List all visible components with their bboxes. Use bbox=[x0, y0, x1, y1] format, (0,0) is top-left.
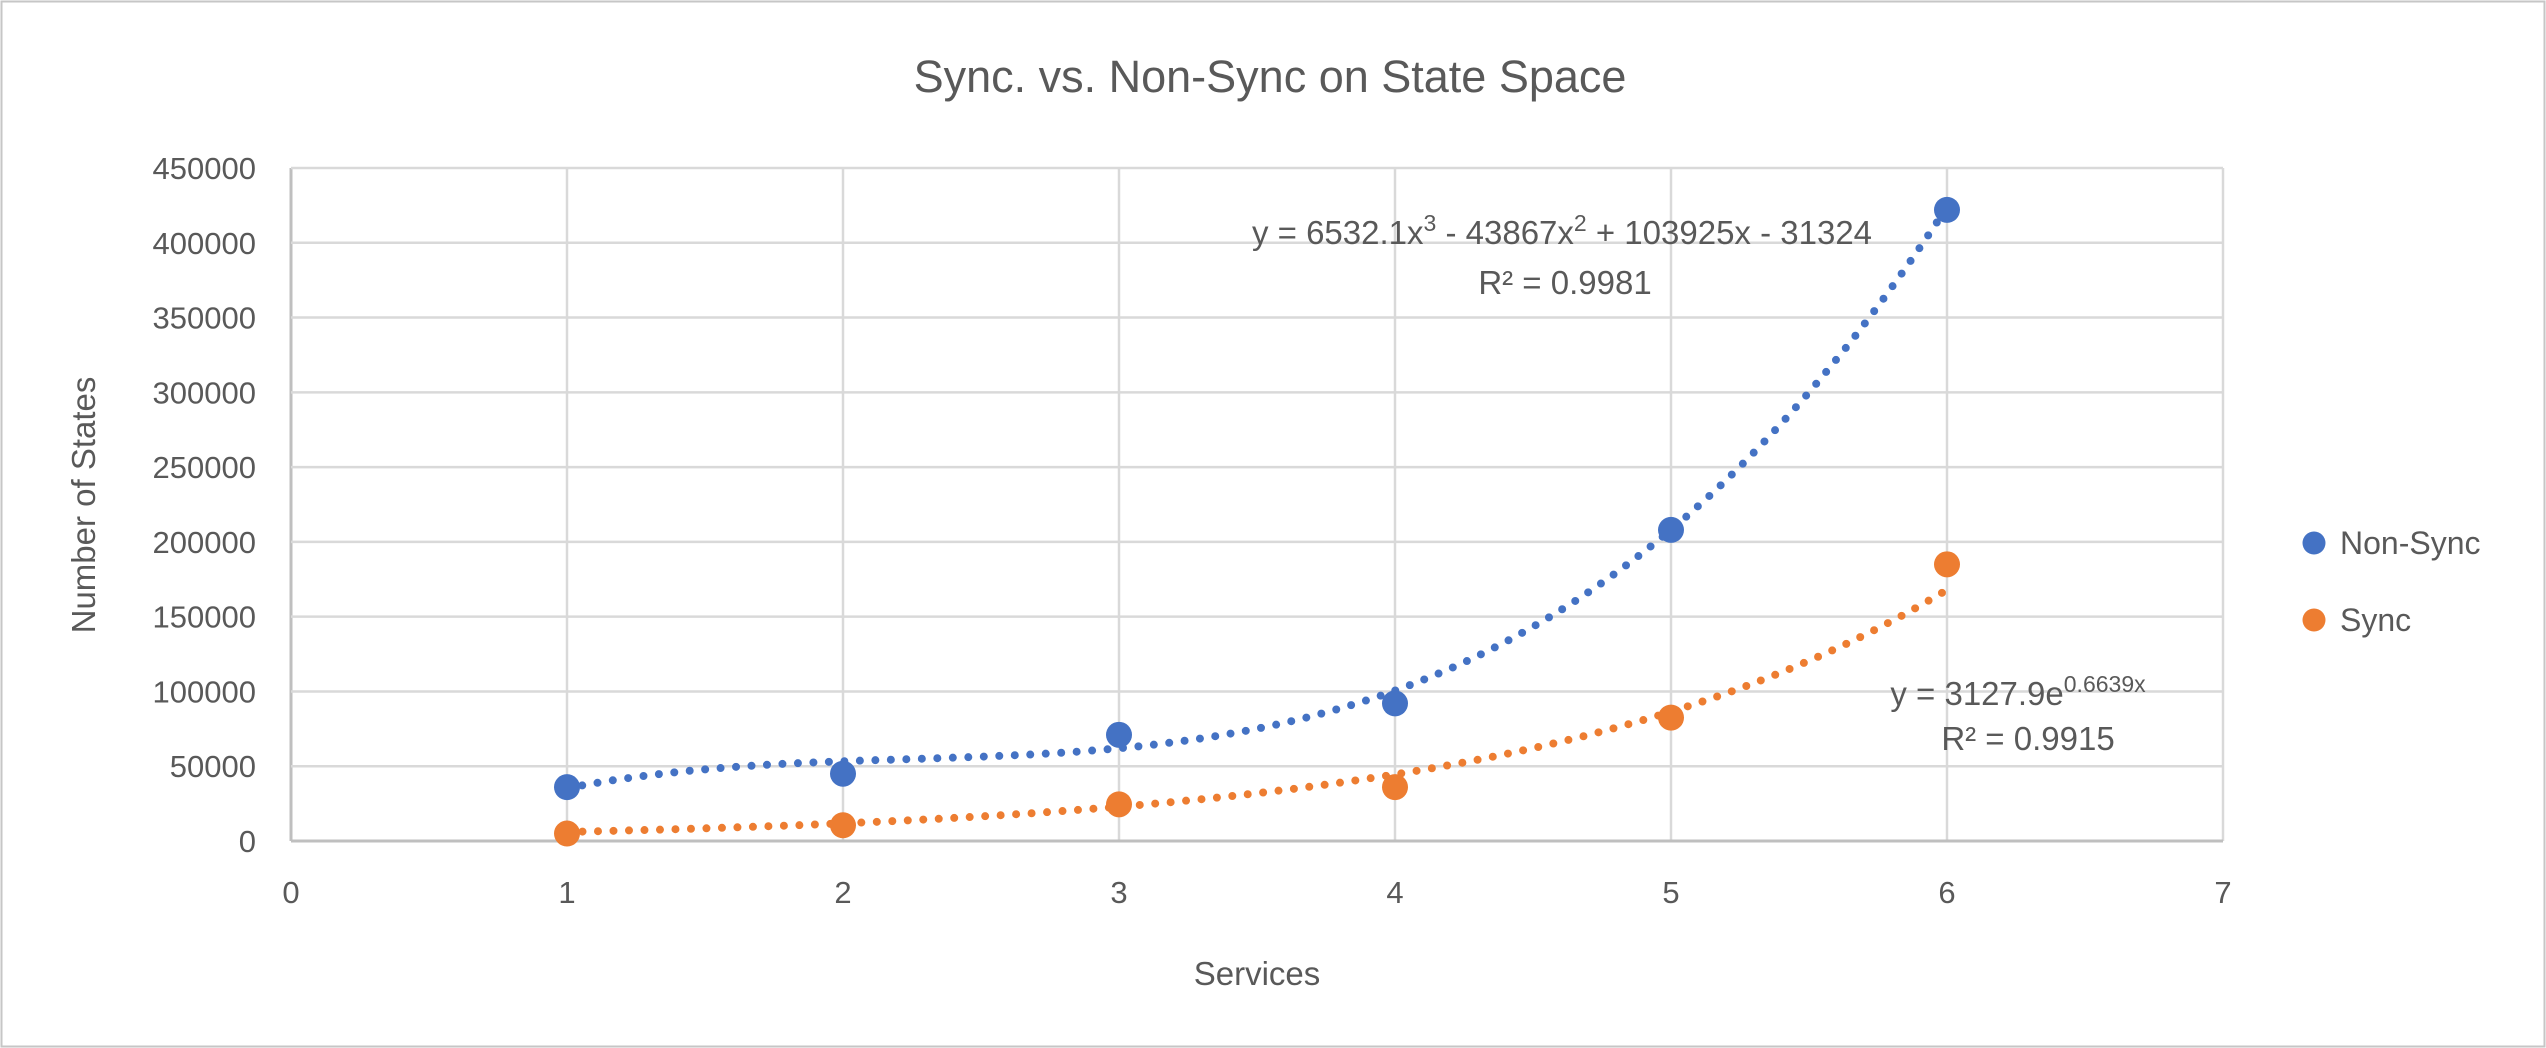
y-tick-label: 150000 bbox=[153, 600, 256, 635]
legend-marker-non-sync bbox=[2302, 531, 2326, 555]
x-axis-title: Services bbox=[1194, 955, 1321, 992]
trendline-annotation-non-sync: y = 6532.1x3 - 43867x2 + 103925x - 31324… bbox=[1252, 210, 1872, 301]
x-tick-label: 7 bbox=[2214, 875, 2231, 910]
legend-item-non-sync: Non-Sync bbox=[2302, 525, 2481, 561]
gridlines bbox=[289, 166, 2225, 843]
y-tick-label: 200000 bbox=[153, 525, 256, 560]
y-axis-title: Number of States bbox=[65, 377, 102, 634]
data-point-sync bbox=[830, 812, 856, 839]
chart-title: Sync. vs. Non-Sync on State Space bbox=[914, 51, 1627, 102]
x-tick-label: 1 bbox=[558, 875, 575, 910]
data-point-sync bbox=[1106, 791, 1132, 818]
trendline-r2-non-sync: R² = 0.9981 bbox=[1478, 264, 1651, 301]
trendline-sync bbox=[563, 585, 1951, 836]
data-point-sync bbox=[1382, 774, 1408, 801]
legend-item-sync: Sync bbox=[2302, 602, 2411, 638]
x-tick-label: 2 bbox=[834, 875, 851, 910]
data-points bbox=[554, 196, 1960, 847]
data-point-sync bbox=[554, 820, 580, 847]
x-tick-label: 3 bbox=[1110, 875, 1127, 910]
trendline-equation-non-sync: y = 6532.1x3 - 43867x2 + 103925x - 31324 bbox=[1252, 210, 1872, 251]
data-point-non-sync bbox=[830, 760, 856, 787]
y-tick-label: 400000 bbox=[153, 226, 256, 261]
data-point-non-sync bbox=[1658, 516, 1684, 543]
y-tick-label: 450000 bbox=[153, 151, 256, 186]
data-point-non-sync bbox=[1934, 196, 1960, 223]
y-tick-label: 300000 bbox=[153, 375, 256, 410]
legend: Non-Sync Sync bbox=[2302, 525, 2481, 638]
y-tick-label: 100000 bbox=[153, 674, 256, 709]
data-point-non-sync bbox=[1106, 721, 1132, 748]
x-tick-label: 0 bbox=[282, 875, 299, 910]
legend-label-non-sync: Non-Sync bbox=[2340, 525, 2481, 561]
data-point-sync bbox=[1658, 704, 1684, 731]
y-tick-label: 0 bbox=[239, 824, 256, 859]
legend-label-sync: Sync bbox=[2340, 602, 2411, 638]
trendline-r2-sync: R² = 0.9915 bbox=[1941, 720, 2114, 757]
x-tick-label: 4 bbox=[1386, 875, 1403, 910]
trendline-annotation-sync: y = 3127.9e0.6639x R² = 0.9915 bbox=[1890, 671, 2146, 757]
legend-marker-sync bbox=[2302, 608, 2326, 632]
x-tick-label: 5 bbox=[1662, 875, 1679, 910]
trendlines bbox=[563, 203, 1951, 836]
y-tick-label: 350000 bbox=[153, 301, 256, 336]
trendline-non-sync bbox=[563, 203, 1951, 793]
trendline-equation-sync: y = 3127.9e0.6639x bbox=[1890, 671, 2146, 712]
y-tick-label: 250000 bbox=[153, 450, 256, 485]
data-point-non-sync bbox=[1382, 690, 1408, 717]
y-tick-label: 50000 bbox=[170, 749, 256, 784]
x-tick-label: 6 bbox=[1938, 875, 1955, 910]
data-point-sync bbox=[1934, 551, 1960, 578]
data-point-non-sync bbox=[554, 774, 580, 801]
axis-tick-labels: 0 1 2 3 4 5 6 7 0 50000 100000 150000 200000 250000 30… bbox=[153, 151, 2232, 910]
